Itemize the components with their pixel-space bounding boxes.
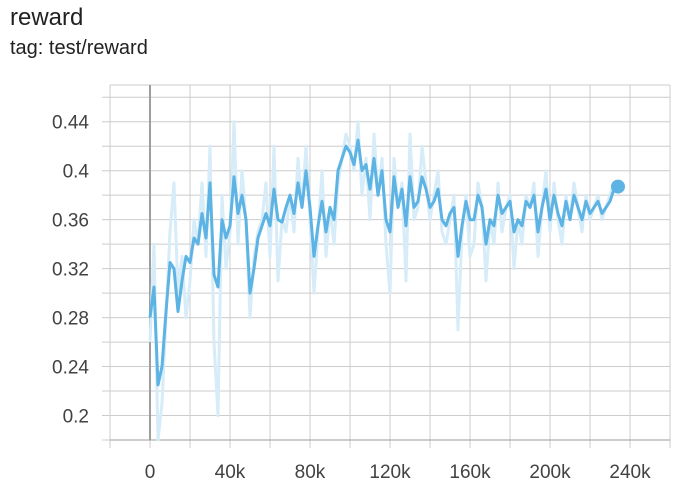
x-tick-label: 240k [609,462,651,483]
y-tick-label: 0.28 [52,309,89,330]
y-tick-label: 0.36 [52,211,89,232]
y-tick-label: 0.4 [63,162,90,183]
x-tick-label: 160k [449,462,491,483]
series [148,120,625,442]
x-tick-label: 80k [295,462,326,483]
x-tick-label: 200k [529,462,571,483]
x-tick-label: 0 [145,462,156,483]
y-tick-label: 0.24 [52,358,89,379]
x-tick-label: 40k [215,462,246,483]
chart-subtitle: tag: test/reward [10,37,148,59]
raw-series-line [148,120,618,442]
chart-title: reward [10,4,84,31]
axes: 0 40k 80k 120k 160k 200k 240k 0.2 0.24 0.28 0.32 0.… [52,85,670,483]
x-tick-label: 120k [369,462,411,483]
grid [102,84,671,448]
y-tick-label: 0.32 [52,260,89,281]
smoothed-series-line [148,138,619,387]
y-tick-label: 0.44 [52,113,89,134]
y-tick-label: 0.2 [63,407,89,428]
last-point-marker [611,179,625,194]
